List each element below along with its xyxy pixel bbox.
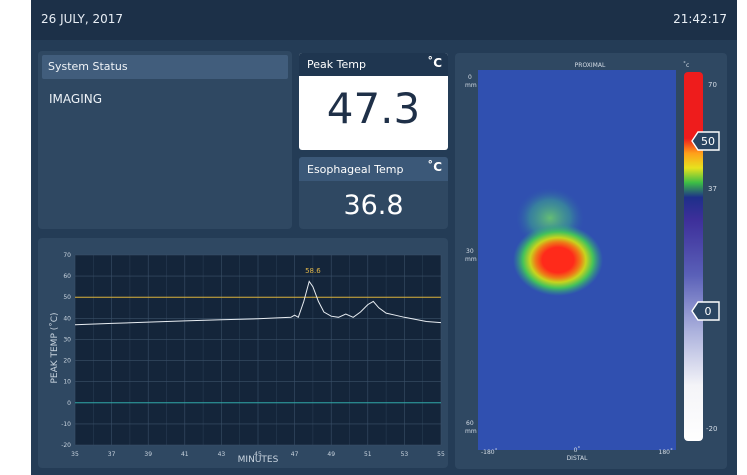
distal-label: DISTAL	[567, 455, 589, 462]
y-tick-label: 20	[63, 358, 71, 365]
peak-temp-card: Peak Temp ˚C 47.3	[299, 53, 448, 150]
x-tick-label: 39	[144, 451, 152, 458]
upper-threshold-handle[interactable]: 50	[691, 131, 720, 151]
x-label-right: 180˚	[659, 449, 673, 456]
top-bar: 26 JULY, 2017 21:42:17	[31, 0, 737, 40]
x-tick-label: 53	[401, 451, 409, 458]
x-tick-label: 37	[108, 451, 116, 458]
y-unit-0: mm	[465, 82, 477, 89]
system-status-panel: System Status IMAGING	[38, 51, 292, 229]
x-label-center: 0˚	[574, 447, 581, 454]
time-display: 21:42:17	[673, 12, 727, 26]
peak-temp-value: 47.3	[326, 84, 421, 133]
scale-unit: ˚c	[683, 62, 689, 69]
y-unit-30: mm	[465, 256, 477, 263]
y-tick-label: 60	[63, 273, 71, 280]
peak-temp-unit: ˚C	[427, 56, 442, 70]
y-tick-label: 0	[67, 400, 71, 407]
x-tick-label: 41	[181, 451, 189, 458]
peak-temp-header: Peak Temp ˚C	[299, 53, 448, 76]
thermal-map: PROXIMAL DISTAL 0 mm 30 mm 60 mm -180˚ 0…	[465, 62, 720, 462]
x-tick-label: 45	[254, 451, 262, 458]
scale-tick-70: 70	[708, 81, 717, 89]
y-label-30: 30	[466, 248, 474, 255]
color-scale-bar	[684, 72, 703, 441]
esophageal-temp-card: Esophageal Temp ˚C 36.8	[299, 157, 448, 229]
scale-tick-minus20: -20	[706, 425, 717, 433]
peak-temp-series-line	[74, 280, 442, 326]
system-status-value: IMAGING	[49, 92, 103, 106]
scale-tick-37: 37	[708, 185, 717, 193]
x-axis-label: MINUTES	[238, 455, 279, 465]
system-status-header: System Status	[42, 55, 288, 79]
system-status-title: System Status	[48, 60, 128, 73]
proximal-label: PROXIMAL	[575, 62, 606, 69]
x-tick-label: 43	[218, 451, 226, 458]
x-tick-label: 51	[364, 451, 372, 458]
y-label-0: 0	[468, 74, 472, 81]
date-display: 26 JULY, 2017	[41, 12, 123, 26]
esophageal-temp-label: Esophageal Temp	[307, 163, 404, 176]
x-tick-label: 47	[291, 451, 299, 458]
thermal-map-panel: PROXIMAL DISTAL 0 mm 30 mm 60 mm -180˚ 0…	[455, 53, 727, 469]
peak-temp-label: Peak Temp	[307, 58, 366, 71]
peak-temp-chart: 35 37 39 41 43 45 47 49 51 53 55 70 60 50 40 30 20 10 0 -10…	[49, 252, 445, 465]
y-tick-label: 50	[63, 294, 71, 301]
lower-threshold-value: 0	[705, 305, 712, 318]
upper-threshold-value: 50	[701, 135, 715, 148]
x-tick-label: 35	[71, 451, 79, 458]
peak-annotation: 58.6	[305, 267, 321, 275]
y-tick-label: 70	[63, 252, 71, 259]
x-tick-label: 55	[437, 451, 445, 458]
y-unit-60: mm	[465, 428, 477, 435]
y-tick-label: 40	[63, 315, 71, 322]
y-label-60: 60	[466, 420, 474, 427]
lower-threshold-handle[interactable]: 0	[691, 301, 720, 321]
x-tick-label: 49	[327, 451, 335, 458]
y-tick-label: 10	[63, 379, 71, 386]
esophageal-temp-unit: ˚C	[427, 160, 442, 174]
x-label-left: -180˚	[481, 449, 498, 456]
esophageal-temp-header: Esophageal Temp ˚C	[299, 157, 448, 181]
y-tick-label: -10	[61, 421, 71, 428]
y-tick-label: 30	[63, 336, 71, 343]
peak-temp-chart-panel: 35 37 39 41 43 45 47 49 51 53 55 70 60 50 40 30 20 10 0 -10…	[38, 238, 448, 468]
esophageal-temp-value: 36.8	[343, 190, 404, 221]
y-tick-label: -20	[61, 442, 71, 449]
app-window: 26 JULY, 2017 21:42:17 System Status IMA…	[31, 0, 737, 475]
hot-spot	[513, 224, 603, 296]
y-axis-label: PEAK TEMP (˚C)	[49, 312, 60, 383]
